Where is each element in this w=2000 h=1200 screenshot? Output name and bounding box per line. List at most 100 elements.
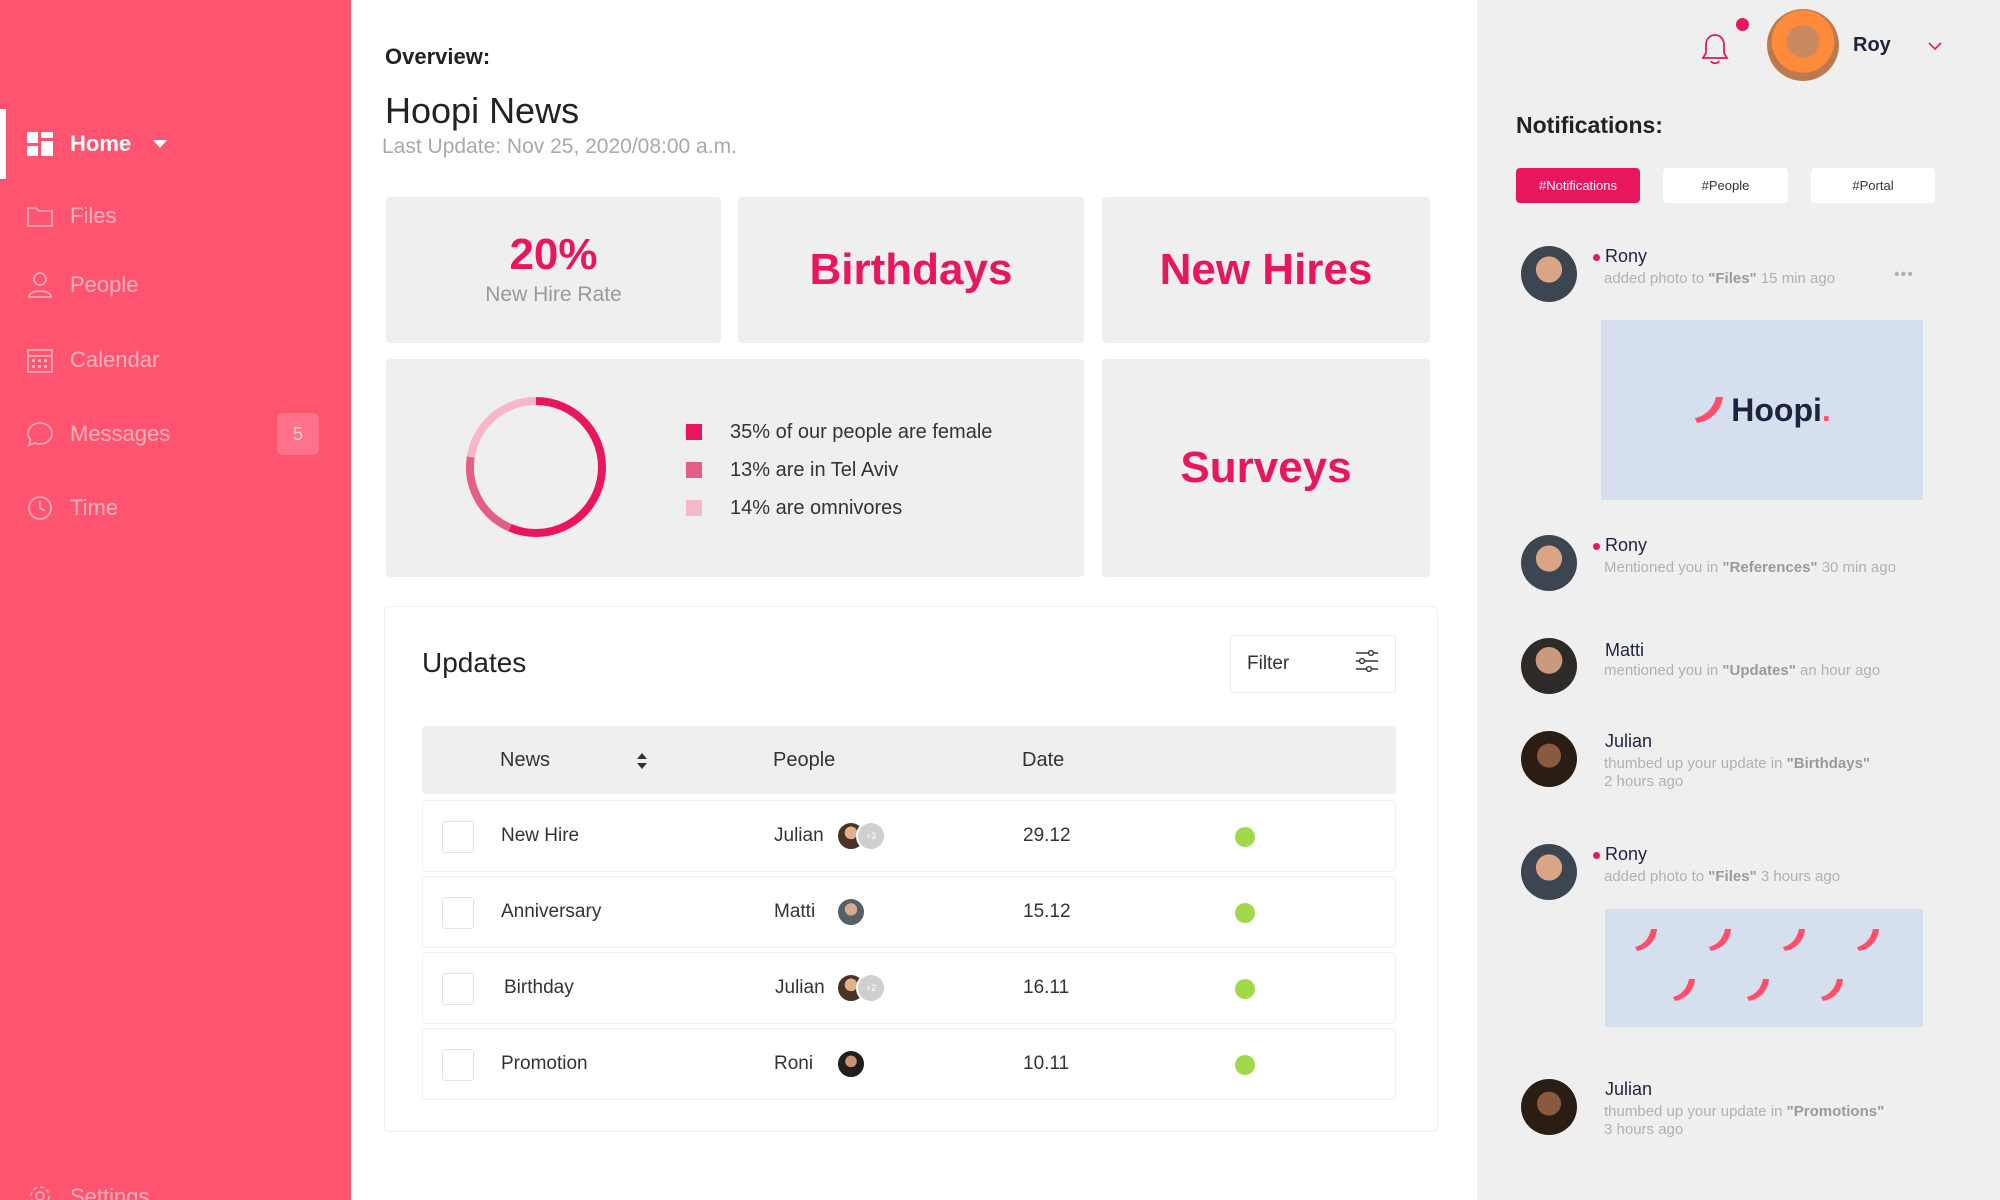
birthdays-card[interactable]: Birthdays: [738, 197, 1084, 343]
stat-value: 20%: [509, 230, 598, 279]
news-cell: Anniversary: [501, 901, 602, 922]
notification-item[interactable]: Rony added photo to "Files" 3 hours ago: [1521, 844, 1971, 904]
pattern-graphic: [1635, 929, 1879, 1001]
table-row[interactable]: Birthday Julian +2 16.11: [422, 952, 1396, 1024]
notification-item[interactable]: Rony added photo to "Files" 15 min ago •…: [1521, 246, 1971, 306]
status-dot: [1235, 979, 1255, 999]
sidebar-item-label: Messages: [70, 421, 171, 446]
bell-icon[interactable]: [1700, 32, 1730, 71]
tab-portal[interactable]: #Portal: [1811, 168, 1935, 203]
notification-item[interactable]: Rony Mentioned you in "References" 30 mi…: [1521, 535, 1971, 595]
notification-image[interactable]: [1605, 909, 1923, 1027]
person-icon: [26, 271, 54, 299]
notification-text: added photo to "Files" 15 min ago: [1604, 270, 1836, 287]
table-row[interactable]: Anniversary Matti 15.12: [422, 876, 1396, 948]
user-name[interactable]: Roy: [1853, 34, 1891, 56]
unread-count-badge: 5: [277, 413, 319, 455]
sidebar-item-label: Calendar: [70, 347, 160, 372]
notification-text: added photo to "Files" 3 hours ago: [1604, 868, 1841, 885]
notification-time: 3 hours ago: [1604, 1121, 1684, 1138]
donut-segment-0: [508, 397, 606, 537]
logo-dot: .: [1821, 391, 1831, 428]
more-avatars-count: +2: [856, 973, 886, 1003]
date-cell: 10.11: [1023, 1053, 1070, 1074]
stats-donut-card: 35% of our people are female 13% are in …: [386, 359, 1084, 577]
legend-swatch: [686, 424, 702, 440]
table-header: News People Date: [422, 726, 1396, 794]
news-cell: New Hire: [501, 825, 580, 846]
person-cell: Julian: [774, 825, 824, 846]
sidebar-item-calendar[interactable]: Calendar: [0, 330, 351, 390]
notification-item[interactable]: Matti mentioned you in "Updates" an hour…: [1521, 638, 1971, 698]
avatar: [1521, 1079, 1577, 1135]
card-title: Birthdays: [809, 245, 1013, 294]
row-checkbox[interactable]: [442, 897, 474, 929]
notification-author: Matti: [1605, 640, 1645, 660]
filter-label: Filter: [1247, 653, 1290, 674]
sidebar-item-label: People: [70, 272, 139, 297]
tab-people[interactable]: #People: [1663, 168, 1788, 203]
legend-item: 13% are in Tel Aviv: [686, 451, 992, 489]
filter-button[interactable]: Filter: [1230, 635, 1396, 693]
notification-dot: [1736, 18, 1749, 31]
sidebar-item-messages[interactable]: Messages 5: [0, 404, 351, 464]
legend-label: 14% are omnivores: [730, 496, 903, 519]
sidebar-item-label: Home: [70, 131, 132, 156]
notification-author: Julian: [1605, 1079, 1653, 1099]
donut-segment-2: [466, 397, 537, 458]
person-cell: Roni: [774, 1053, 814, 1074]
stat-label: New Hire Rate: [485, 283, 622, 306]
table-row[interactable]: Promotion Roni 10.11: [422, 1028, 1396, 1100]
hoopi-logo-text: Hoopi: [1731, 391, 1822, 428]
card-title: Surveys: [1180, 443, 1352, 492]
notification-image[interactable]: Hoopi .: [1601, 320, 1923, 500]
sidebar-item-files[interactable]: Files: [0, 186, 351, 246]
chevron-down-icon[interactable]: [1928, 38, 1942, 56]
sidebar-item-people[interactable]: People: [0, 255, 351, 315]
surveys-card[interactable]: Surveys: [1102, 359, 1430, 577]
updates-title: Updates: [422, 647, 527, 678]
donut-chart: [466, 397, 606, 537]
date-cell: 16.11: [1023, 977, 1070, 998]
sort-icon[interactable]: [636, 752, 648, 776]
legend-label: 13% are in Tel Aviv: [730, 458, 899, 481]
sliders-icon: [1355, 649, 1379, 678]
sidebar-item-label: Time: [70, 495, 119, 520]
card-title: New Hires: [1159, 245, 1373, 294]
notification-author: Julian: [1605, 731, 1653, 751]
new-hires-card[interactable]: New Hires: [1102, 197, 1430, 343]
column-header-date[interactable]: Date: [1022, 749, 1065, 771]
donut-legend: 35% of our people are female 13% are in …: [686, 413, 992, 527]
person-cell: Matti: [774, 901, 816, 922]
row-checkbox[interactable]: [442, 973, 474, 1005]
sidebar-item-settings[interactable]: Settings: [0, 1166, 351, 1200]
column-header-people[interactable]: People: [773, 749, 836, 771]
column-header-news[interactable]: News: [500, 749, 551, 771]
sidebar-item-home[interactable]: Home: [0, 109, 351, 179]
avatar: [1521, 535, 1577, 591]
more-options-icon[interactable]: •••: [1894, 266, 1914, 283]
user-avatar[interactable]: [1767, 9, 1839, 81]
calendar-icon: [26, 346, 54, 374]
notification-item[interactable]: Julian thumbed up your update in "Promot…: [1521, 1079, 1971, 1149]
sidebar-item-label: Files: [70, 203, 117, 228]
new-hire-rate-card[interactable]: 20% New Hire Rate: [386, 197, 721, 343]
news-cell: Promotion: [501, 1053, 588, 1074]
status-dot: [1235, 1055, 1255, 1075]
caret-down-icon[interactable]: [153, 140, 168, 148]
notification-time: 2 hours ago: [1604, 773, 1684, 790]
last-update-text: Last Update: Nov 25, 2020/08:00 a.m.: [382, 135, 737, 158]
avatar: [836, 1049, 866, 1079]
row-checkbox[interactable]: [442, 821, 474, 853]
notification-item[interactable]: Julian thumbed up your update in "Birthd…: [1521, 731, 1971, 801]
sidebar: Home Files People Calendar Messages 5 Ti…: [0, 0, 351, 1200]
chat-icon: [26, 420, 54, 448]
legend-swatch: [686, 462, 702, 478]
page-title: Hoopi News: [385, 90, 580, 131]
notification-author: Rony: [1592, 844, 1648, 864]
legend-item: 14% are omnivores: [686, 489, 992, 527]
tab-notifications[interactable]: #Notifications: [1516, 168, 1640, 203]
row-checkbox[interactable]: [442, 1049, 474, 1081]
table-row[interactable]: New Hire Julian +3 29.12: [422, 800, 1396, 872]
sidebar-item-time[interactable]: Time: [0, 478, 351, 538]
